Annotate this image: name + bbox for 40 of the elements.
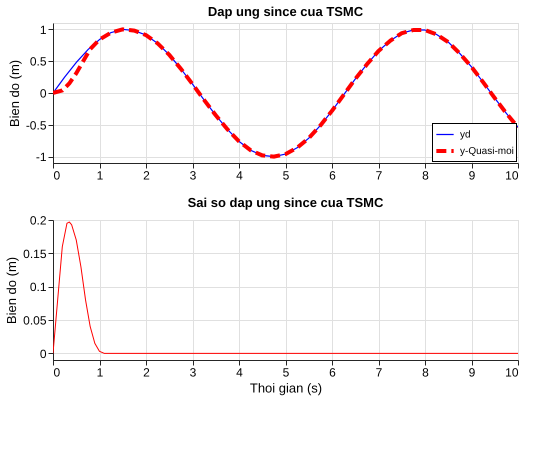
x-tick-label: 7 <box>376 168 383 182</box>
y-tick-label: -0.5 <box>26 118 47 132</box>
x-tick-label: 7 <box>376 366 383 380</box>
legend-label: y-Quasi-moi <box>460 146 514 157</box>
y-tick-label: 0.5 <box>30 54 47 69</box>
x-tick-label: 2 <box>143 366 150 380</box>
x-tick-label: 10 <box>505 168 519 182</box>
x-tick-label: 2 <box>143 168 150 182</box>
y-tick-label: 0.1 <box>30 280 47 294</box>
y-axis-title: Bien do (m) <box>4 256 20 324</box>
x-tick-label: 8 <box>422 168 430 182</box>
legend-label: yd <box>460 130 471 140</box>
chart-title: Sai so dap ung since cua TSMC <box>188 195 384 210</box>
x-tick-label: 0 <box>54 366 60 380</box>
x-tick-label: 3 <box>190 366 197 380</box>
x-tick-label: 6 <box>329 168 336 182</box>
x-axis-title: Thoi gian (s) <box>250 380 322 396</box>
x-tick-label: 1 <box>96 366 104 380</box>
x-tick-label: 9 <box>468 168 476 182</box>
y-axis-title: Bien do (m) <box>6 60 22 128</box>
y-tick-label: 0.2 <box>30 214 47 228</box>
x-tick-label: 10 <box>505 366 519 380</box>
x-tick-label: 4 <box>236 366 244 380</box>
x-tick-label: 5 <box>282 366 290 380</box>
x-tick-label: 6 <box>329 366 336 380</box>
chart-title: Dap ung since cua TSMC <box>208 4 364 19</box>
y-tick-label: 0 <box>40 86 47 100</box>
y-tick-label: -1 <box>36 150 47 164</box>
x-tick-label: 1 <box>96 168 104 182</box>
y-tick-label: 0 <box>40 346 47 361</box>
line-series <box>53 222 518 354</box>
x-tick-label: 8 <box>422 366 430 380</box>
x-tick-label: 3 <box>190 168 197 182</box>
x-tick-label: 5 <box>282 168 290 182</box>
x-tick-label: 0 <box>54 168 60 182</box>
y-tick-label: 1 <box>40 22 47 37</box>
x-tick-label: 9 <box>468 366 476 380</box>
y-tick-label: 0.05 <box>23 314 47 328</box>
y-tick-label: 0.15 <box>23 246 47 261</box>
x-tick-label: 4 <box>236 168 244 182</box>
